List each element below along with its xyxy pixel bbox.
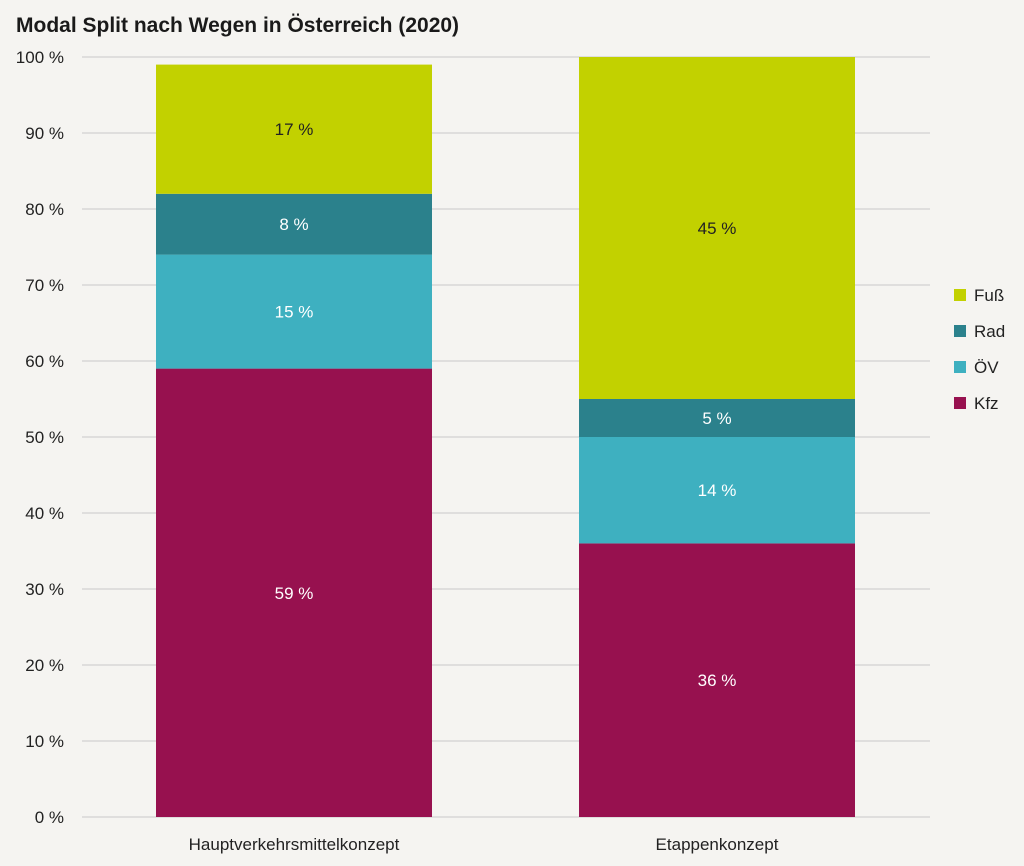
- data-label: 15 %: [275, 303, 314, 322]
- chart-title: Modal Split nach Wegen in Österreich (20…: [16, 14, 460, 37]
- data-label: 5 %: [702, 409, 731, 428]
- legend-swatch: [954, 397, 966, 409]
- bar-segment-kfz: [579, 543, 855, 817]
- data-label: 45 %: [698, 219, 737, 238]
- legend: Fuß Rad ÖV Kfz: [954, 286, 1005, 413]
- y-tick-label: 0 %: [35, 808, 64, 827]
- data-label: 17 %: [275, 120, 314, 139]
- bars: 59 % 15 % 8 % 17 % 36 % 14 % 5 % 45 %: [156, 57, 855, 817]
- legend-swatch: [954, 325, 966, 337]
- y-tick-label: 70 %: [25, 276, 64, 295]
- bar-segment-rad: [579, 399, 855, 437]
- legend-label: Rad: [974, 322, 1005, 341]
- data-label: 59 %: [275, 584, 314, 603]
- x-category-label: Hauptverkehrsmittelkonzept: [189, 835, 400, 854]
- x-axis: Hauptverkehrsmittelkonzept Etappenkonzept: [189, 835, 779, 854]
- legend-swatch: [954, 361, 966, 373]
- bar-segment-fuß: [579, 57, 855, 399]
- bar-segment-fuß: [156, 64, 432, 194]
- bar-segment-kfz: [156, 368, 432, 817]
- data-label: 14 %: [698, 481, 737, 500]
- legend-label: ÖV: [974, 358, 999, 377]
- legend-swatch: [954, 289, 966, 301]
- y-tick-label: 100 %: [16, 48, 64, 67]
- bar-segment-öv: [156, 254, 432, 369]
- y-axis: 0 % 10 % 20 % 30 % 40 % 50 % 60 % 70 % 80 % 90 % 1…: [16, 48, 64, 827]
- y-tick-label: 40 %: [25, 504, 64, 523]
- legend-label: Kfz: [974, 394, 999, 413]
- bar-segment-rad: [156, 193, 432, 255]
- x-category-label: Etappenkonzept: [656, 835, 779, 854]
- bar-segment-öv: [579, 437, 855, 544]
- y-tick-label: 60 %: [25, 352, 64, 371]
- y-tick-label: 10 %: [25, 732, 64, 751]
- data-label: 36 %: [698, 671, 737, 690]
- y-tick-label: 80 %: [25, 200, 64, 219]
- legend-label: Fuß: [974, 286, 1004, 305]
- data-label: 8 %: [279, 215, 308, 234]
- y-tick-label: 30 %: [25, 580, 64, 599]
- y-tick-label: 90 %: [25, 124, 64, 143]
- y-tick-label: 20 %: [25, 656, 64, 675]
- y-tick-label: 50 %: [25, 428, 64, 447]
